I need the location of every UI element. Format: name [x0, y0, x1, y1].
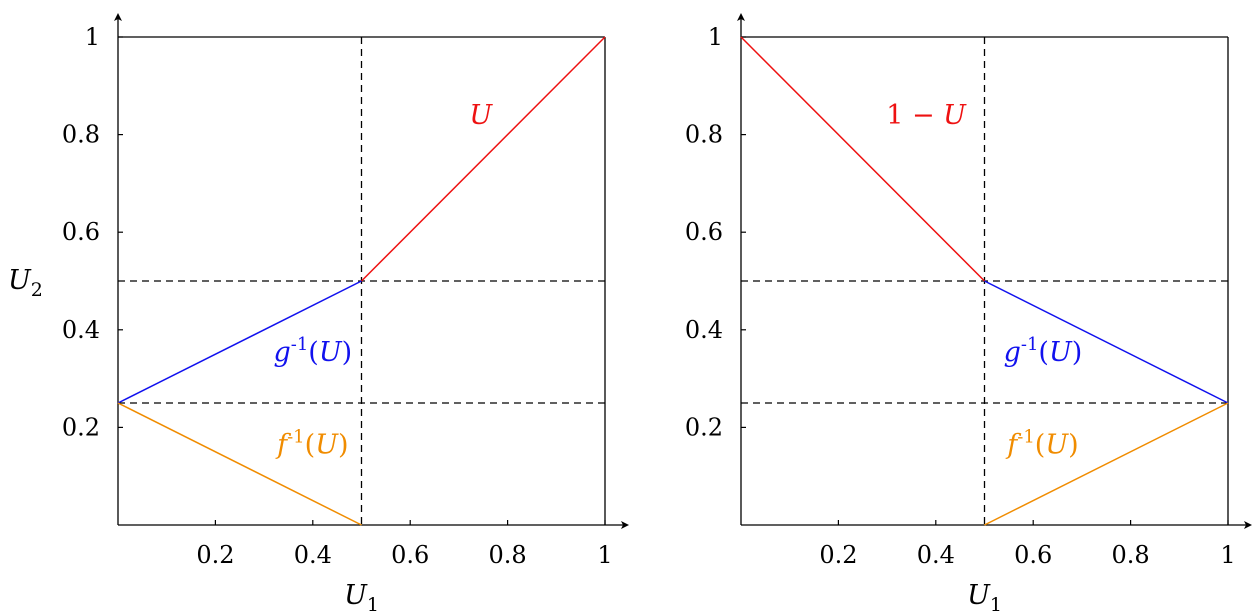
x-axis-arrow [1244, 521, 1252, 529]
series-line-orange [984, 402, 1229, 526]
y-tick-label: 0.2 [62, 413, 100, 441]
x-axis-arrow [621, 521, 629, 529]
curve-label-blue: g-1(U) [273, 334, 352, 368]
y-axis-label: U2 [8, 265, 43, 301]
curve-label-orange: f-1(U) [1005, 426, 1078, 460]
curve-label-red: U [469, 100, 493, 131]
y-tick-label: 0.4 [685, 316, 723, 344]
x-axis-label: U1 [967, 580, 1002, 612]
x-tick-label: 1 [1220, 541, 1235, 569]
chart-panel-2: 0.2 0.4 0.6 0.8 1 0.2 0.4 0.6 0.8 1 U1 1 − U g-1(U) f… [685, 13, 1252, 612]
y-axis-arrow [114, 13, 122, 21]
x-tick-label: 0.2 [196, 541, 234, 569]
y-tick-label: 1 [708, 23, 723, 51]
y-tick-label: 1 [85, 23, 100, 51]
x-axis-label: U1 [344, 580, 379, 612]
series-line-blue [984, 280, 1229, 404]
x-tick-label: 0.2 [819, 541, 857, 569]
x-tick-label: 0.4 [917, 541, 955, 569]
y-axis-arrow [737, 13, 745, 21]
x-tick-label: 0.6 [391, 541, 429, 569]
curve-label-orange: f-1(U) [275, 426, 348, 460]
x-tick-label: 0.8 [1112, 541, 1150, 569]
x-tick-label: 0.4 [294, 541, 332, 569]
y-tick-label: 0.6 [62, 218, 100, 246]
series-line-blue [117, 280, 362, 404]
curve-label-red: 1 − U [886, 100, 967, 131]
curve-label-blue: g-1(U) [1004, 334, 1083, 368]
y-tick-label: 0.8 [685, 121, 723, 149]
x-tick-label: 0.6 [1014, 541, 1052, 569]
chart-panel-1: 0.2 0.4 0.6 0.8 1 0.2 0.4 0.6 0.8 1 U1 U2 Ug-1(U) f-1… [8, 13, 629, 612]
y-tick-label: 0.4 [62, 316, 100, 344]
x-tick-label: 0.8 [489, 541, 527, 569]
series-line-orange [117, 402, 362, 526]
series-line-red [360, 36, 606, 282]
series-line-red [740, 36, 986, 282]
x-tick-label: 1 [597, 541, 612, 569]
y-tick-label: 0.2 [685, 413, 723, 441]
y-tick-label: 0.8 [62, 121, 100, 149]
y-tick-label: 0.6 [685, 218, 723, 246]
